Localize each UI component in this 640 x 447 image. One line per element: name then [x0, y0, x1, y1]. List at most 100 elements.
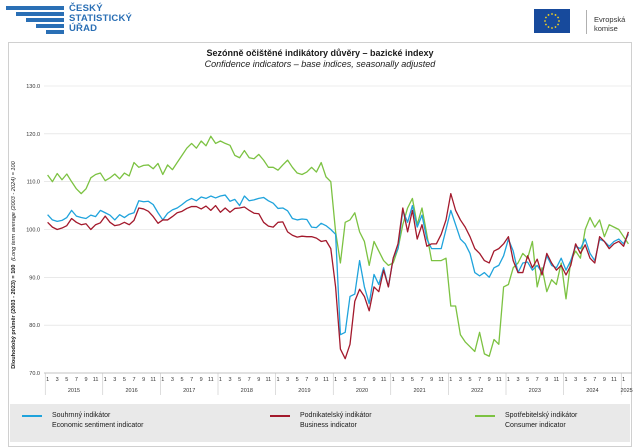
x-month-tick-label: 7 — [75, 377, 78, 383]
x-month-tick-label: 9 — [142, 377, 145, 383]
x-month-tick-label: 3 — [516, 377, 519, 383]
x-month-tick-label: 1 — [161, 377, 164, 383]
czso-logo-stripe — [46, 30, 64, 34]
czso-logo-stripe — [36, 24, 64, 28]
x-month-tick-label: 11 — [381, 377, 387, 383]
czso-wordmark-line: STATISTICKÝ — [69, 13, 133, 24]
y-tick-label: 70.0 — [29, 371, 40, 377]
series-line-business — [47, 192, 630, 360]
eu-flag-star — [551, 27, 553, 29]
series-line-economic — [47, 194, 629, 336]
x-month-tick-label: 3 — [459, 377, 462, 383]
x-month-tick-label: 11 — [611, 377, 617, 383]
eu-wordmark-line: komise — [594, 24, 618, 33]
y-tick-label: 80.0 — [29, 323, 40, 329]
x-month-tick-label: 7 — [132, 377, 135, 383]
eu-wordmark-line: Evropská — [594, 15, 626, 24]
x-month-tick-label: 9 — [372, 377, 375, 383]
header-divider — [586, 10, 587, 34]
x-month-tick-label: 11 — [208, 377, 214, 383]
eu-flag-star — [554, 26, 557, 28]
y-tick-label: 130.0 — [26, 84, 40, 90]
x-month-tick-label: 7 — [190, 377, 193, 383]
x-year-tick-label: 2016 — [125, 388, 137, 394]
x-month-tick-label: 3 — [228, 377, 231, 383]
x-month-tick-label: 3 — [171, 377, 174, 383]
x-month-tick-label: 3 — [286, 377, 289, 383]
x-month-tick-label: 9 — [430, 377, 433, 383]
y-tick-label: 100.0 — [26, 228, 40, 234]
x-month-tick-label: 11 — [438, 377, 444, 383]
x-year-tick-label: 2020 — [356, 388, 368, 394]
x-month-tick-label: 7 — [593, 377, 596, 383]
x-month-tick-label: 9 — [488, 377, 491, 383]
eu-flag-star — [558, 20, 560, 22]
x-month-tick-label: 5 — [296, 377, 299, 383]
czso-wordmark-line: ÚŘAD — [69, 23, 98, 34]
x-month-tick-label: 3 — [574, 377, 577, 383]
x-month-tick-label: 11 — [93, 377, 99, 383]
x-month-tick-label: 9 — [603, 377, 606, 383]
eu-flag-star — [557, 16, 559, 19]
x-month-tick-label: 11 — [554, 377, 560, 383]
page-header: ČESKÝ STATISTICKÝ ÚŘAD Evropská komise — [0, 0, 640, 42]
eu-flag-star — [547, 26, 550, 28]
legend-swatch-business — [270, 415, 290, 417]
x-year-tick-label: 2023 — [529, 388, 541, 394]
y-axis-label-en: (Long term average (2003 - 2024) = 100 — [11, 160, 17, 261]
x-month-tick-label: 7 — [305, 377, 308, 383]
x-month-tick-label: 9 — [257, 377, 260, 383]
x-month-tick-label: 1 — [276, 377, 279, 383]
x-year-tick-label: 2021 — [413, 388, 425, 394]
x-month-tick-label: 5 — [353, 377, 356, 383]
x-month-tick-label: 3 — [56, 377, 59, 383]
x-year-tick-label: 2015 — [68, 388, 80, 394]
czso-wordmark: ČESKÝ STATISTICKÝ ÚŘAD — [69, 4, 132, 34]
x-month-tick-label: 7 — [536, 377, 539, 383]
czso-logo-icon — [6, 6, 64, 34]
eu-flag-star — [554, 14, 557, 16]
x-month-tick-label: 1 — [334, 377, 337, 383]
x-month-tick-label: 9 — [545, 377, 548, 383]
legend-swatch-economic — [22, 415, 42, 417]
eu-flag-star — [545, 16, 547, 19]
eu-flag-star — [545, 23, 547, 26]
x-year-tick-label: 2022 — [471, 388, 483, 394]
x-month-tick-label: 1 — [104, 377, 107, 383]
chart-legend: Souhrnný indikátor Economic sentiment in… — [10, 404, 630, 442]
x-month-tick-label: 11 — [496, 377, 502, 383]
czso-logo-stripe — [16, 12, 64, 16]
x-month-tick-label: 3 — [401, 377, 404, 383]
x-month-tick-label: 1 — [564, 377, 567, 383]
y-tick-label: 110.0 — [27, 180, 40, 186]
y-axis-label-cz: Dlouhodobý průměr (2003 - 2023) = 100 — [10, 264, 17, 368]
czso-wordmark-line: ČESKÝ — [69, 3, 103, 14]
x-month-tick-label: 9 — [315, 377, 318, 383]
x-month-tick-label: 11 — [266, 377, 272, 383]
chart-title: Sezónně očištěné indikátory důvěry – baz… — [206, 48, 434, 58]
x-month-tick-label: 1 — [622, 377, 625, 383]
czso-logo-stripe — [26, 18, 64, 22]
legend-label-economic-en: Economic sentiment indicator — [52, 422, 144, 429]
x-month-tick-label: 1 — [46, 377, 49, 383]
legend-label-business-en: Business indicator — [300, 422, 357, 429]
x-month-tick-label: 5 — [238, 377, 241, 383]
legend-swatch-consumer — [475, 415, 495, 417]
x-month-tick-label: 7 — [420, 377, 423, 383]
eu-flag-star — [557, 23, 559, 26]
x-month-tick-label: 11 — [323, 377, 329, 383]
x-month-tick-label: 5 — [468, 377, 471, 383]
legend-label-consumer-en: Consumer indicator — [505, 422, 566, 429]
x-month-tick-label: 7 — [248, 377, 251, 383]
x-year-tick-label: 2024 — [586, 388, 598, 394]
legend-label-consumer: Spotřebitelský indikátor — [505, 412, 578, 419]
x-month-tick-label: 3 — [344, 377, 347, 383]
x-month-tick-label: 9 — [200, 377, 203, 383]
x-month-tick-label: 7 — [363, 377, 366, 383]
x-month-tick-label: 9 — [84, 377, 87, 383]
series-line-consumer — [47, 135, 629, 357]
y-tick-label: 120.0 — [26, 132, 40, 138]
legend-label-business: Podnikatelský indikátor — [300, 412, 372, 419]
x-year-tick-label: 2017 — [183, 388, 195, 394]
